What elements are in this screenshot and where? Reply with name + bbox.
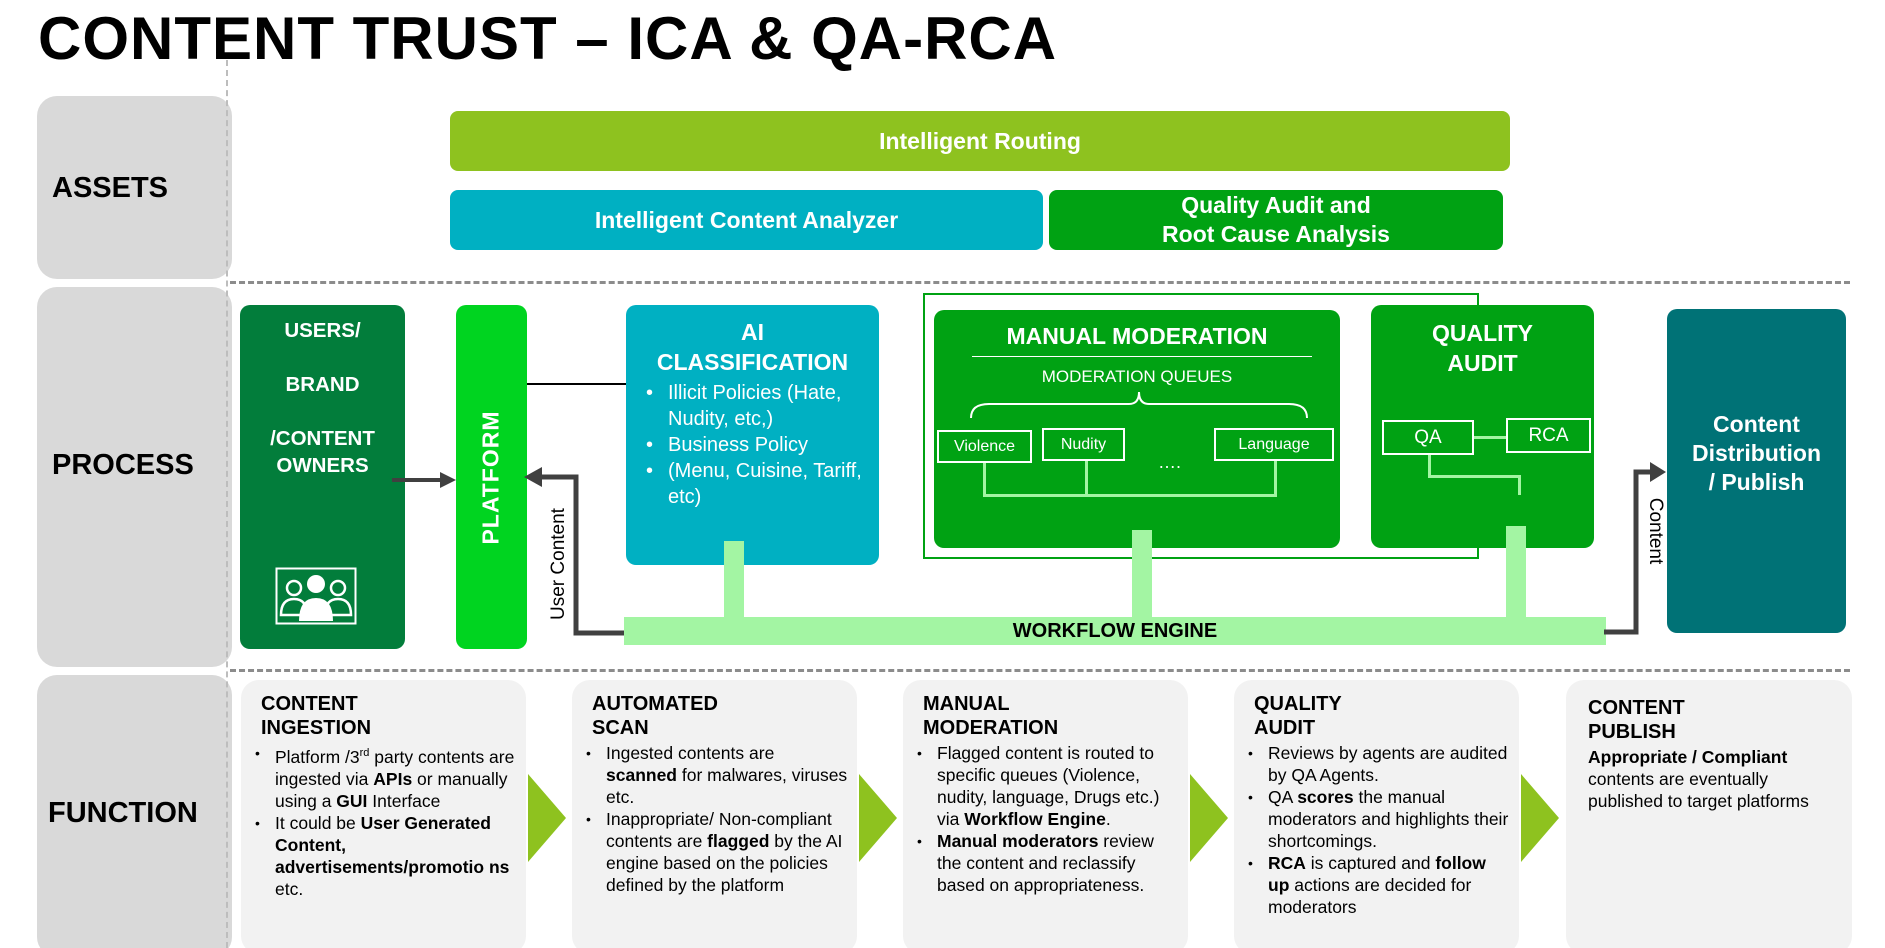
content-distribution-box: Content Distribution / Publish (1667, 309, 1846, 633)
process-label: PROCESS (52, 449, 194, 481)
function-card-audit: QUALITY AUDIT Reviews by agents are audi… (1234, 680, 1519, 948)
scan-bullet-2: Inappropriate/ Non-compliant contents ar… (586, 808, 848, 896)
qa-rca-label-line1: Quality Audit and (1181, 192, 1371, 218)
users-label-line4: OWNERS (276, 454, 369, 477)
users-label-line2: BRAND (285, 373, 360, 396)
workflow-engine-bar: WORKFLOW ENGINE (624, 617, 1606, 645)
separator-process-function (230, 669, 1850, 672)
function-label: FUNCTION (48, 797, 198, 829)
ingestion-bullet-2: It could be User Generated Content, adve… (255, 812, 519, 900)
scan-title-line2: SCAN (592, 717, 649, 739)
vertical-separator (226, 60, 228, 948)
users-to-platform-arrow (392, 472, 456, 488)
content-analyzer-bar: Intelligent Content Analyzer (450, 190, 1043, 250)
function-arrow-3 (1190, 774, 1228, 862)
quality-audit-title-line1: QUALITY (1432, 320, 1533, 346)
user-content-label-wrap: User Content (546, 489, 572, 639)
audit-title-line2: AUDIT (1254, 717, 1316, 739)
content-label-wrap: Content (1642, 476, 1668, 586)
moderation-title-line2: MODERATION (923, 717, 1059, 739)
moderation-to-workflow-connector (1132, 530, 1152, 619)
assets-label: ASSETS (52, 172, 169, 204)
qa-node: QA (1382, 420, 1474, 455)
function-arrow-4 (1521, 774, 1559, 862)
queue-language-label: Language (1238, 435, 1310, 453)
queue-nudity: Nudity (1042, 428, 1125, 461)
queue-violence-label: Violence (953, 437, 1016, 455)
function-row-box (37, 675, 232, 948)
moderation-queues-label: MODERATION QUEUES (1041, 367, 1233, 386)
function-card-publish: CONTENT PUBLISH Appropriate / Compliant … (1566, 680, 1852, 948)
qa-rca-bar: Quality Audit and Root Cause Analysis (1049, 190, 1503, 250)
audit-title-line1: QUALITY (1254, 693, 1342, 715)
quality-audit-box: QUALITY AUDIT QA RCA (1371, 305, 1594, 548)
content-analyzer-label: Intelligent Content Analyzer (594, 206, 899, 233)
ingestion-bullet-1: Platform /3rd party contents are ingeste… (255, 742, 519, 812)
audit-bullet-1: Reviews by agents are audited by QA Agen… (1248, 742, 1510, 786)
ai-to-workflow-connector (724, 541, 744, 619)
platform-to-ai-line (527, 383, 627, 385)
separator-assets-process (230, 281, 1850, 284)
workflow-engine-label: WORKFLOW ENGINE (1012, 619, 1218, 642)
users-label-line3: /CONTENT (270, 427, 375, 450)
rca-node-label: RCA (1528, 424, 1569, 446)
manual-moderation-box: MANUAL MODERATION MODERATION QUEUES Viol… (934, 310, 1340, 548)
audit-to-workflow-connector (1506, 526, 1526, 619)
ai-bullet-2: Business Policy (646, 432, 876, 458)
queue-violence: Violence (937, 430, 1032, 463)
user-content-arrow (524, 467, 626, 636)
intelligent-routing-label: Intelligent Routing (879, 127, 1081, 154)
page-title: CONTENT TRUST – ICA & QA-RCA (38, 5, 1058, 72)
users-group-icon (275, 567, 357, 625)
ai-title-line1: AI (741, 319, 764, 345)
publish-title-line1: CONTENT (1588, 697, 1685, 719)
moderation-bullet-2: Manual moderators review the content and… (917, 830, 1181, 896)
ai-title-line2: CLASSIFICATION (656, 349, 849, 375)
platform-box: PLATFORM (456, 305, 527, 649)
audit-bullet-3: RCA is captured and follow up actions ar… (1248, 852, 1510, 918)
platform-label: PLATFORM (478, 409, 504, 545)
publish-title-line2: PUBLISH (1588, 721, 1676, 743)
users-label-line1: USERS/ (284, 319, 361, 342)
publish-line3: / Publish (1708, 468, 1805, 495)
process-row-box (37, 287, 232, 667)
intelligent-routing-bar: Intelligent Routing (450, 111, 1510, 171)
publish-line1: Content (1713, 410, 1800, 437)
qa-rca-label-line2: Root Cause Analysis (1162, 221, 1390, 247)
function-card-ingestion: CONTENT INGESTION Platform /3rd party co… (241, 680, 526, 948)
ingestion-title-line1: CONTENT (261, 693, 358, 715)
moderation-bullet-1: Flagged content is routed to specific qu… (917, 742, 1181, 830)
quality-audit-title-line2: AUDIT (1447, 350, 1518, 376)
ai-classification-box: AI CLASSIFICATION Illicit Policies (Hate… (626, 305, 879, 565)
function-arrow-2 (859, 774, 897, 862)
publish-line2: Distribution (1691, 439, 1822, 466)
publish-text: Appropriate / Compliant contents are eve… (1588, 747, 1809, 811)
content-label: Content (1645, 497, 1666, 565)
ai-bullet-3: (Menu, Cuisine, Tariff, etc) (646, 458, 876, 510)
queue-language: Language (1214, 428, 1334, 461)
queue-ellipsis: …. (1158, 452, 1182, 472)
queue-nudity-label: Nudity (1060, 435, 1107, 453)
user-content-label: User Content (548, 508, 569, 620)
scan-title-line1: AUTOMATED (592, 693, 718, 715)
ingestion-title-line2: INGESTION (261, 717, 372, 739)
qa-node-label: QA (1414, 426, 1442, 448)
content-to-publish-arrow (1604, 462, 1666, 635)
scan-bullet-1: Ingested contents are scanned for malwar… (586, 742, 848, 808)
audit-bullet-2: QA scores the manual moderators and high… (1248, 786, 1510, 852)
moderation-title-line1: MANUAL (923, 693, 1010, 715)
assets-row-box (37, 96, 232, 279)
manual-moderation-title: MANUAL MODERATION (1006, 323, 1268, 349)
rca-node: RCA (1506, 418, 1591, 453)
function-card-moderation: MANUAL MODERATION Flagged content is rou… (903, 680, 1188, 948)
users-brand-box: USERS/ BRAND /CONTENT OWNERS (240, 305, 405, 649)
function-card-scan: AUTOMATED SCAN Ingested contents are sca… (572, 680, 857, 948)
function-arrow-1 (528, 774, 566, 862)
ai-bullet-1: Illicit Policies (Hate, Nudity, etc,) (646, 380, 876, 432)
